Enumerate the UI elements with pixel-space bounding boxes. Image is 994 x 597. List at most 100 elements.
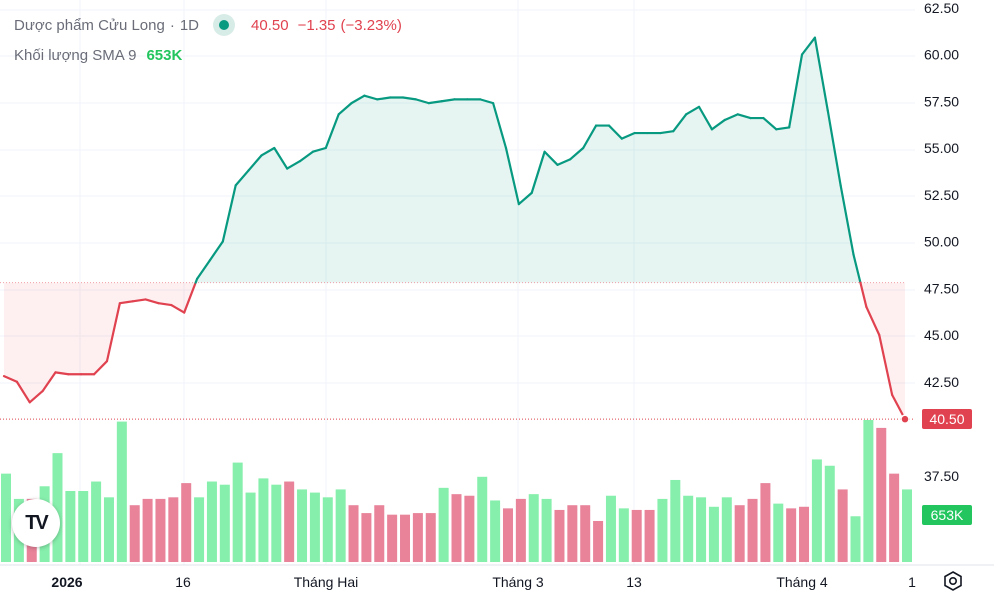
area-fill-below-baseline xyxy=(4,282,905,420)
y-tick-label: 50.00 xyxy=(924,234,959,250)
market-status-icon[interactable] xyxy=(213,14,236,36)
price-line-segment xyxy=(195,259,212,280)
price-line xyxy=(2,36,907,421)
price-line-segment xyxy=(582,124,598,150)
price-line-segment xyxy=(376,96,392,101)
price-line-segment xyxy=(273,146,289,170)
price-line-segment xyxy=(788,53,804,129)
price-line-segment xyxy=(659,130,675,135)
price-line-segment xyxy=(324,113,340,150)
price-line-segment xyxy=(337,102,353,116)
x-tick-label: 13 xyxy=(626,574,642,590)
price-line-segment xyxy=(813,36,829,112)
price-line-segment xyxy=(183,281,197,314)
price-line-segment xyxy=(118,300,134,305)
volume-bar xyxy=(554,509,565,562)
y-tick-label: 52.50 xyxy=(924,187,959,203)
volume-bar xyxy=(232,462,243,562)
volume-bar xyxy=(515,498,526,562)
price-line-segment xyxy=(672,113,688,133)
price-line-segment xyxy=(859,281,868,309)
last-price-dot xyxy=(900,414,910,424)
volume-bar xyxy=(837,489,848,562)
volume-bar xyxy=(773,503,784,562)
volume-bar xyxy=(116,421,127,562)
volume-bar xyxy=(631,509,642,562)
volume-bar xyxy=(567,505,578,562)
price-line-segment xyxy=(852,253,862,284)
price-line-segment xyxy=(260,146,276,157)
volume-bar xyxy=(876,427,887,562)
price-line-segment xyxy=(620,131,636,140)
x-tick-label: Tháng Hai xyxy=(294,574,359,590)
settings-icon[interactable] xyxy=(942,570,964,592)
price-line-segment xyxy=(311,146,327,153)
volume-bar xyxy=(850,516,861,562)
volume-bar xyxy=(284,481,295,562)
price-line-segment xyxy=(28,390,44,404)
price-line-segment xyxy=(710,118,726,131)
price-line-segment xyxy=(440,98,456,103)
tradingview-logo-icon[interactable]: TV xyxy=(12,499,60,547)
x-tick-label: 16 xyxy=(175,574,191,590)
volume-bar xyxy=(52,453,63,562)
x-tick-label: Tháng 3 xyxy=(492,574,544,590)
price-line-segment xyxy=(414,98,430,105)
y-tick-label: 55.00 xyxy=(924,140,959,156)
price-line-segment xyxy=(298,150,315,163)
volume-bar xyxy=(309,492,320,562)
volume-bar xyxy=(103,497,114,562)
y-axis: 62.50 60.00 57.50 55.00 52.50 50.00 47.50 45.00… xyxy=(924,0,959,484)
price-line-segment xyxy=(865,305,881,337)
volume-bar xyxy=(902,489,912,562)
volume-bar xyxy=(696,497,707,562)
volume-indicator-label[interactable]: Khối lượng SMA 9 xyxy=(14,47,137,64)
y-tick-label: 37.50 xyxy=(924,468,959,484)
price-line-segment xyxy=(504,146,520,206)
volume-bar xyxy=(219,484,230,562)
price-line-segment xyxy=(401,96,417,101)
volume-bar xyxy=(400,514,411,562)
symbol-name[interactable]: Dược phẩm Cửu Long xyxy=(14,16,165,34)
x-tick-label: Tháng 4 xyxy=(776,574,828,590)
y-tick-label: 60.00 xyxy=(924,47,959,63)
volume-bar xyxy=(271,484,282,562)
volume-bar xyxy=(335,489,346,562)
y-tick-label: 42.50 xyxy=(924,374,959,390)
legend-separator: · xyxy=(169,16,175,34)
volume-bar xyxy=(387,514,398,562)
last-price-tag: 40.50 xyxy=(922,409,972,429)
volume-bar xyxy=(760,483,771,562)
volume-bar xyxy=(593,520,604,562)
x-tick-label: 1 xyxy=(908,574,916,590)
volume-bar xyxy=(708,506,719,562)
volume-bar xyxy=(464,495,475,562)
price-line-segment xyxy=(569,146,585,161)
price-line-segment xyxy=(697,105,714,131)
volume-bar xyxy=(1,473,11,562)
price-line-segment xyxy=(286,159,302,170)
volume-bar xyxy=(605,495,616,562)
price-line-segment xyxy=(826,109,842,187)
volume-bar xyxy=(734,505,745,562)
volume-bar xyxy=(206,481,217,562)
price-line-segment xyxy=(492,102,508,150)
volume-bar xyxy=(541,498,552,562)
volume-bar xyxy=(657,498,668,562)
volume-bar xyxy=(194,497,205,562)
price-change-percent: (−3.23%) xyxy=(340,16,402,34)
interval-label[interactable]: 1D xyxy=(179,16,200,34)
price-line-segment xyxy=(144,298,160,305)
volume-bar xyxy=(451,494,462,562)
price-line-segment xyxy=(247,154,263,172)
volume-bar xyxy=(91,481,102,562)
price-line-segment xyxy=(607,124,623,140)
price-line-segment xyxy=(170,303,186,314)
x-tick-label: 2026 xyxy=(51,574,82,590)
price-line-segment xyxy=(234,169,250,187)
price-line-segment xyxy=(54,371,70,376)
volume-bar xyxy=(502,508,513,562)
volume-bar xyxy=(168,497,179,562)
price-line-segment xyxy=(221,184,237,243)
